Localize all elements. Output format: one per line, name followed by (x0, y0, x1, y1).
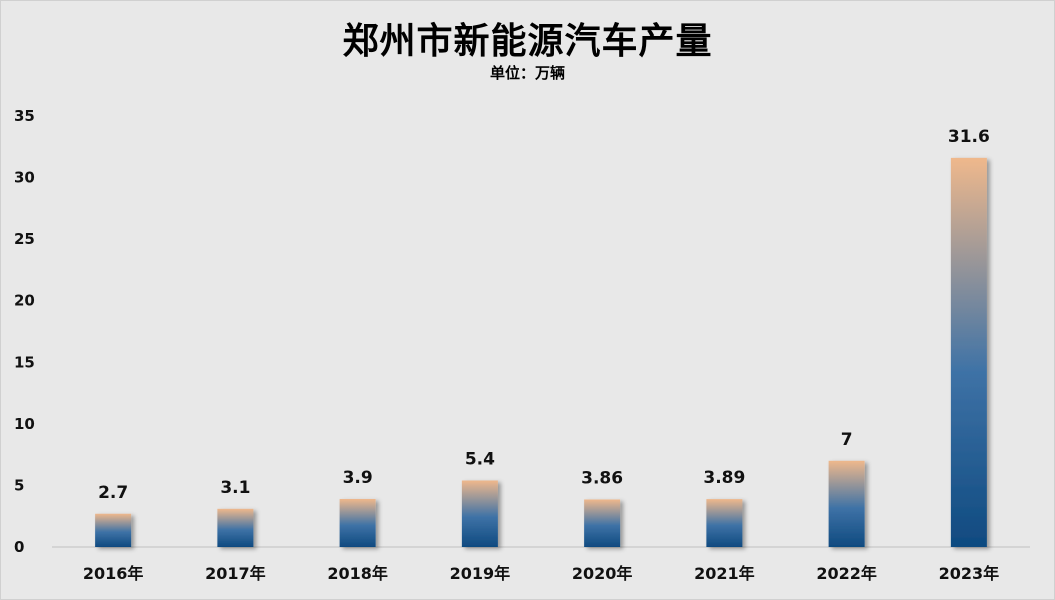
data-label: 7 (841, 430, 853, 450)
y-tick-label: 15 (14, 353, 35, 371)
x-tick-label: 2021年 (694, 564, 755, 583)
y-tick-label: 5 (14, 476, 24, 494)
x-tick-label: 2017年 (205, 564, 266, 583)
data-label: 3.86 (581, 468, 623, 488)
data-label: 2.7 (98, 483, 128, 503)
x-tick-label: 2022年 (816, 564, 877, 583)
x-tick-label: 2019年 (450, 564, 511, 583)
data-label: 3.89 (703, 468, 745, 488)
data-label: 3.9 (343, 468, 373, 488)
bar (461, 480, 498, 547)
bar (950, 157, 987, 547)
y-tick-label: 35 (14, 107, 35, 125)
x-tick-label: 2018年 (327, 564, 388, 583)
y-tick-label: 25 (14, 230, 35, 248)
x-tick-label: 2016年 (83, 564, 144, 583)
y-tick-label: 10 (14, 415, 35, 433)
y-tick-label: 0 (14, 538, 24, 556)
x-tick-label: 2020年 (572, 564, 633, 583)
chart-subtitle: 单位：万辆 (489, 64, 565, 82)
bar (217, 508, 254, 547)
data-label: 31.6 (948, 127, 990, 147)
chart-title: 郑州市新能源汽车产量 (342, 21, 713, 62)
data-label: 3.1 (220, 478, 250, 498)
data-label: 5.4 (465, 450, 495, 470)
bar (339, 498, 376, 547)
y-tick-label: 30 (14, 169, 35, 187)
bar (584, 499, 621, 547)
bar (706, 499, 743, 547)
bar (95, 513, 132, 547)
x-tick-label: 2023年 (939, 564, 1000, 583)
y-tick-label: 20 (14, 292, 35, 310)
bar (828, 460, 865, 547)
